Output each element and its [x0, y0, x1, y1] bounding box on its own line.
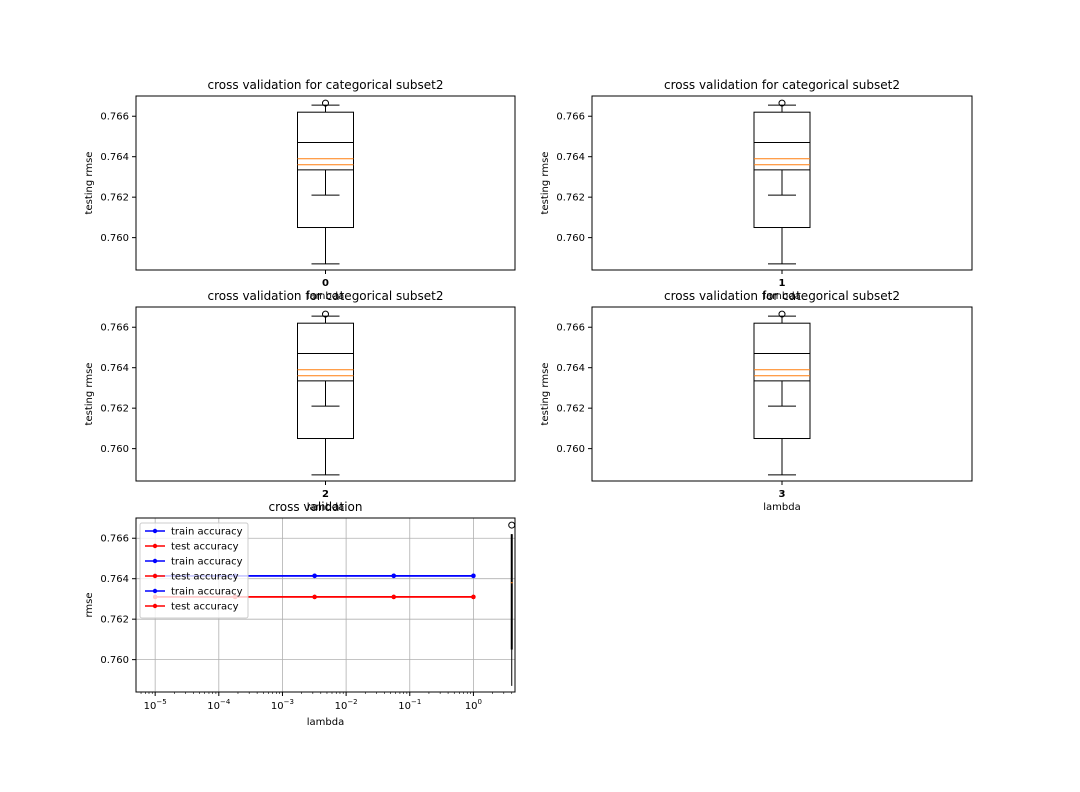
- outlier-point: [778, 310, 786, 318]
- legend-label: train accuracy: [171, 587, 243, 598]
- y-tick-label: 0.764: [100, 363, 129, 374]
- subplot-2: [132, 306, 516, 485]
- subplot-line: 10−5 10−4 10−3 10−2 10−1 100 train accuracy tes…: [132, 517, 516, 712]
- plot-frame: [135, 95, 516, 271]
- y-tick-label: 0.764: [100, 574, 129, 585]
- x-tick-label: 10−1: [398, 698, 421, 712]
- y-axis-label: rmse: [84, 592, 95, 617]
- y-tick-label: 0.766: [556, 112, 585, 123]
- y-axis-label: testing rmse: [540, 152, 551, 215]
- plot-frame: [135, 517, 516, 693]
- y-tick-label: 0.764: [556, 152, 585, 163]
- y-tick-label: 0.762: [100, 193, 129, 204]
- y-tick-label: 0.760: [100, 444, 129, 455]
- y-tick-label: 0.766: [100, 534, 129, 545]
- y-tick-label: 0.762: [100, 404, 129, 415]
- y-tick-label: 0.762: [556, 404, 585, 415]
- plot-frame: [135, 306, 516, 482]
- y-tick-label: 0.760: [556, 444, 585, 455]
- chart-title: cross validation for categorical subset2: [208, 78, 444, 92]
- outlier-point: [322, 99, 329, 107]
- y-tick-label: 0.760: [100, 233, 129, 244]
- edge-box: [510, 534, 513, 650]
- legend-label: test accuracy: [171, 602, 239, 613]
- legend-box: [139, 522, 249, 619]
- x-tick-label: 10−2: [335, 698, 358, 712]
- x-tick-label: 1: [779, 278, 786, 289]
- x-tick-label: 100: [465, 698, 482, 712]
- subplot-0: [132, 95, 516, 274]
- x-tick-label: 10−4: [207, 698, 231, 712]
- y-tick-label: 0.760: [556, 233, 585, 244]
- legend-label: test accuracy: [171, 542, 239, 553]
- y-axis-label: testing rmse: [540, 363, 551, 426]
- y-tick-label: 0.766: [100, 323, 129, 334]
- legend-swatch-marker: [152, 558, 158, 564]
- series-point: [471, 573, 476, 579]
- x-axis-label: lambda: [307, 291, 344, 302]
- chart-title: cross validation for categorical subset2: [208, 289, 444, 303]
- chart-title: cross validation for categorical subset2: [664, 289, 900, 303]
- outlier-point: [778, 99, 786, 107]
- legend-swatch-marker: [152, 528, 158, 534]
- y-axis-label: testing rmse: [84, 363, 95, 426]
- x-tick-label: 10−3: [271, 698, 294, 712]
- legend-swatch-marker: [152, 543, 158, 549]
- y-axis-label: testing rmse: [84, 152, 95, 215]
- y-tick-label: 0.762: [556, 193, 585, 204]
- legend-swatch-marker: [152, 573, 158, 579]
- y-tick-label: 0.766: [556, 323, 585, 334]
- legend-label: train accuracy: [171, 557, 243, 568]
- legend: train accuracy test accuracy train accurac…: [139, 522, 249, 619]
- x-tick-label: 0: [322, 278, 329, 289]
- x-axis-label: lambda: [307, 502, 344, 513]
- legend-swatch-marker: [152, 588, 158, 594]
- x-tick-label: 2: [322, 489, 329, 500]
- series-point: [312, 573, 317, 579]
- y-tick-label: 0.764: [100, 152, 129, 163]
- subplot-1: [588, 95, 973, 274]
- y-tick-label: 0.762: [100, 615, 129, 626]
- plot-frame: [591, 95, 973, 271]
- x-axis-label: lambda: [307, 717, 344, 728]
- series-point: [471, 594, 476, 600]
- edge-outlier: [508, 521, 516, 529]
- y-tick-label: 0.764: [556, 363, 585, 374]
- y-tick-label: 0.760: [100, 655, 129, 666]
- x-axis-label: lambda: [763, 502, 800, 513]
- outlier-point: [322, 310, 329, 318]
- x-tick-label: 10−5: [144, 698, 167, 712]
- y-tick-label: 0.766: [100, 112, 129, 123]
- series-point: [312, 594, 317, 600]
- x-tick-label: 3: [779, 489, 786, 500]
- legend-label: test accuracy: [171, 572, 239, 583]
- series-point: [391, 573, 396, 579]
- legend-swatch-marker: [152, 603, 158, 609]
- legend-label: train accuracy: [171, 527, 243, 538]
- plot-frame: [591, 306, 973, 482]
- subplot-3: [588, 306, 973, 485]
- chart-title: cross validation: [268, 500, 362, 514]
- series-point: [391, 594, 396, 600]
- chart-title: cross validation for categorical subset2: [664, 78, 900, 92]
- x-axis-label: lambda: [763, 291, 800, 302]
